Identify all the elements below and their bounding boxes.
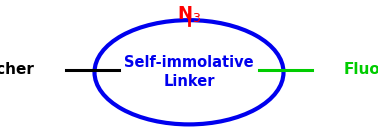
Text: N$_3$: N$_3$ xyxy=(177,4,201,24)
Text: Self-immolative
Linker: Self-immolative Linker xyxy=(124,55,254,89)
Text: Quencher: Quencher xyxy=(0,62,34,77)
Text: Fluorophore: Fluorophore xyxy=(344,62,378,77)
